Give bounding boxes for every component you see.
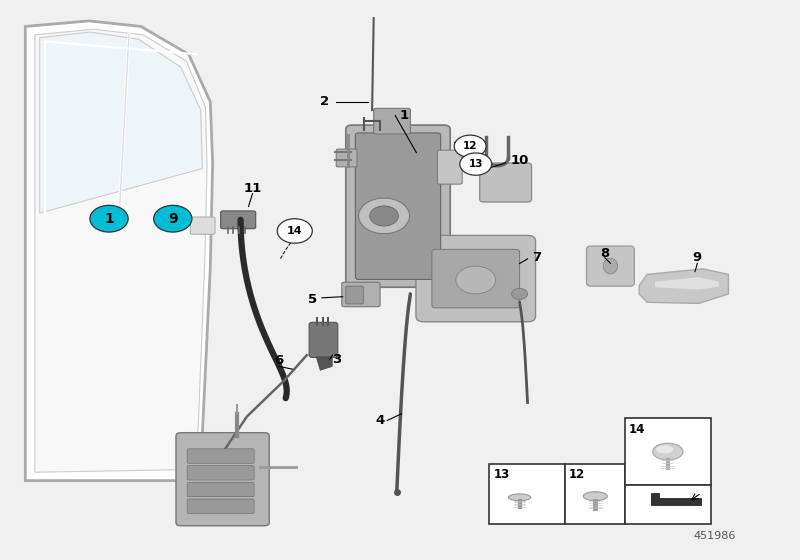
- FancyBboxPatch shape: [586, 246, 634, 286]
- FancyBboxPatch shape: [221, 211, 256, 228]
- Text: 13: 13: [494, 468, 510, 482]
- Circle shape: [512, 288, 527, 300]
- Circle shape: [90, 206, 128, 232]
- Text: 14: 14: [629, 423, 645, 436]
- Text: 451986: 451986: [694, 531, 736, 542]
- Circle shape: [456, 266, 496, 294]
- Ellipse shape: [583, 492, 607, 501]
- Circle shape: [154, 206, 192, 232]
- FancyBboxPatch shape: [346, 125, 450, 287]
- Text: 12: 12: [569, 468, 586, 482]
- Ellipse shape: [653, 444, 683, 460]
- Circle shape: [358, 198, 410, 234]
- Ellipse shape: [509, 494, 530, 501]
- FancyBboxPatch shape: [176, 433, 270, 526]
- Polygon shape: [316, 357, 332, 370]
- FancyBboxPatch shape: [342, 282, 380, 307]
- Ellipse shape: [603, 258, 618, 274]
- FancyBboxPatch shape: [309, 323, 338, 357]
- Polygon shape: [655, 277, 719, 290]
- Circle shape: [370, 206, 398, 226]
- Text: 10: 10: [510, 153, 529, 167]
- FancyBboxPatch shape: [190, 217, 215, 234]
- FancyBboxPatch shape: [416, 235, 535, 322]
- FancyBboxPatch shape: [187, 499, 254, 514]
- FancyBboxPatch shape: [374, 109, 410, 134]
- Circle shape: [454, 135, 486, 157]
- Text: 11: 11: [243, 181, 262, 194]
- FancyBboxPatch shape: [346, 286, 363, 304]
- Text: 9: 9: [693, 251, 702, 264]
- FancyBboxPatch shape: [438, 150, 462, 184]
- Text: 3: 3: [331, 353, 341, 366]
- FancyBboxPatch shape: [187, 482, 254, 497]
- Text: 7: 7: [533, 251, 542, 264]
- Circle shape: [460, 153, 492, 175]
- FancyBboxPatch shape: [490, 464, 565, 524]
- Text: 1: 1: [104, 212, 114, 226]
- FancyBboxPatch shape: [336, 149, 357, 167]
- Text: 4: 4: [375, 414, 385, 427]
- Text: 12: 12: [463, 141, 478, 151]
- FancyBboxPatch shape: [187, 465, 254, 480]
- Text: 8: 8: [600, 247, 610, 260]
- Circle shape: [278, 219, 312, 243]
- FancyBboxPatch shape: [355, 133, 441, 279]
- FancyBboxPatch shape: [187, 449, 254, 463]
- Polygon shape: [651, 493, 701, 505]
- Ellipse shape: [656, 446, 674, 453]
- Polygon shape: [40, 32, 202, 213]
- Polygon shape: [35, 29, 207, 472]
- FancyBboxPatch shape: [432, 249, 519, 308]
- Text: 2: 2: [320, 95, 329, 108]
- FancyBboxPatch shape: [625, 418, 711, 485]
- Text: 1: 1: [399, 109, 409, 122]
- Polygon shape: [26, 21, 213, 480]
- Polygon shape: [639, 269, 729, 304]
- Text: 9: 9: [168, 212, 178, 226]
- Text: 6: 6: [274, 354, 283, 367]
- FancyBboxPatch shape: [565, 464, 625, 524]
- FancyBboxPatch shape: [480, 163, 531, 202]
- Text: 14: 14: [287, 226, 302, 236]
- Text: 5: 5: [308, 293, 317, 306]
- Text: 13: 13: [469, 159, 483, 169]
- FancyBboxPatch shape: [625, 485, 711, 524]
